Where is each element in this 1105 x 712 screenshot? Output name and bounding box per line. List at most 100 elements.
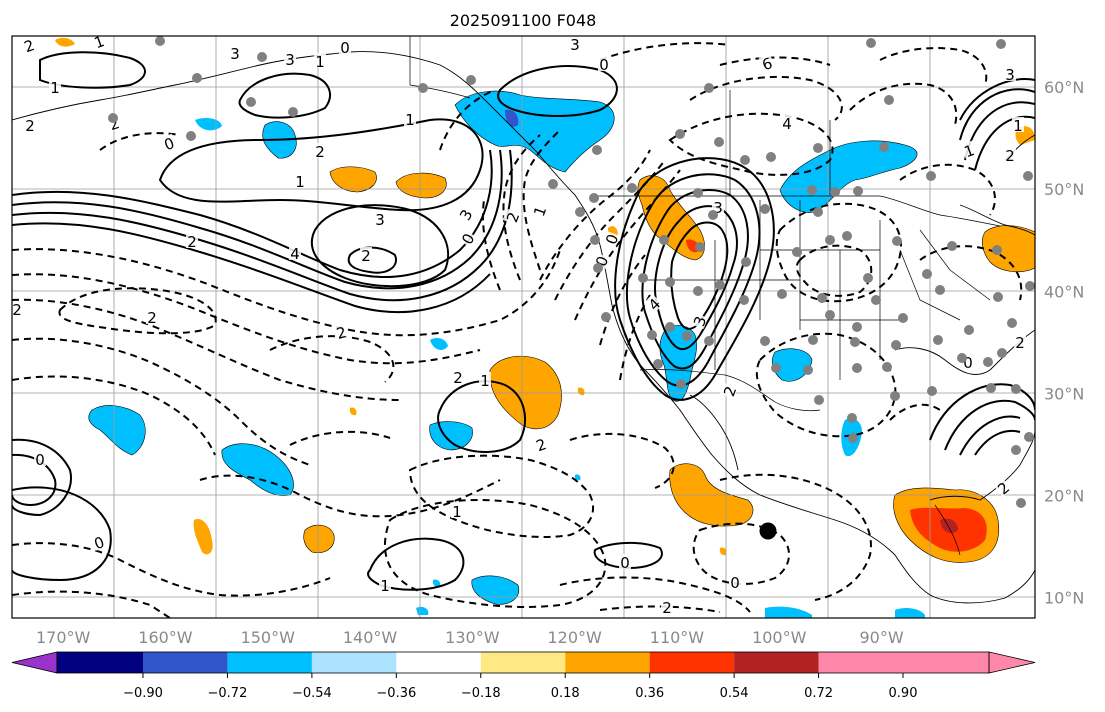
svg-text:2: 2 bbox=[1015, 334, 1025, 352]
longitude-label: 100°W bbox=[752, 628, 807, 647]
longitude-label: 120°W bbox=[547, 628, 602, 647]
longitude-label: 160°W bbox=[138, 628, 193, 647]
latitude-label: 10°N bbox=[1044, 589, 1084, 608]
colorbar-tick-label: −0.72 bbox=[208, 686, 248, 701]
latitude-label: 40°N bbox=[1044, 282, 1084, 301]
positive-shading bbox=[637, 175, 705, 261]
svg-text:2: 2 bbox=[187, 233, 197, 251]
contour-label: 2 bbox=[24, 117, 36, 135]
colorbar-tick-label: −0.90 bbox=[123, 686, 163, 701]
negative-shading bbox=[454, 90, 615, 173]
colorbar-segment bbox=[311, 652, 397, 673]
svg-text:2: 2 bbox=[315, 143, 325, 161]
colorbar-segment bbox=[480, 652, 566, 673]
contour-label: 0 bbox=[34, 451, 46, 469]
contour-label: 1 bbox=[294, 173, 306, 191]
negative-shading bbox=[765, 606, 812, 618]
contour-label: 3 bbox=[374, 211, 386, 229]
svg-text:0: 0 bbox=[35, 451, 45, 469]
contour-label: 1 bbox=[529, 202, 550, 220]
contour-label: 2 bbox=[1004, 147, 1016, 165]
colorbar-tick-label: 0.18 bbox=[551, 686, 580, 701]
svg-text:1: 1 bbox=[92, 32, 107, 52]
contour-label: 2 bbox=[20, 36, 38, 56]
svg-text:1: 1 bbox=[1013, 117, 1023, 135]
contour-label: 2 bbox=[1014, 334, 1026, 352]
colorbar-tick-label: 0.36 bbox=[635, 686, 664, 701]
colorbar bbox=[11, 651, 1036, 674]
latitude-label: 50°N bbox=[1044, 180, 1084, 199]
svg-text:1: 1 bbox=[480, 372, 490, 390]
colorbar-tick-label: 0.72 bbox=[804, 686, 833, 701]
positive-shading bbox=[489, 355, 562, 430]
contour-label: 3 bbox=[284, 51, 296, 69]
contour-label: 2 bbox=[186, 233, 198, 251]
negative-shading bbox=[574, 474, 581, 481]
svg-text:3: 3 bbox=[285, 51, 295, 69]
contour-label: 3 bbox=[1004, 66, 1016, 84]
colorbar-tick-label: −0.36 bbox=[376, 686, 416, 701]
colorbar-segment bbox=[734, 652, 819, 673]
svg-text:2: 2 bbox=[335, 323, 349, 343]
svg-text:2: 2 bbox=[25, 117, 35, 135]
colorbar-segment bbox=[818, 652, 903, 673]
colorbar-outline bbox=[56, 651, 990, 674]
colorbar-segment bbox=[57, 652, 143, 673]
contour-label: 2 bbox=[314, 143, 326, 161]
latitude-labels: 60°N 50°N 40°N 30°N 20°N 10°N bbox=[1044, 78, 1084, 608]
longitude-label: 110°W bbox=[650, 628, 705, 647]
negative-shading bbox=[416, 606, 429, 615]
political-boundaries bbox=[409, 36, 1001, 556]
latitude-label: 60°N bbox=[1044, 78, 1084, 97]
longitude-label: 140°W bbox=[343, 628, 398, 647]
svg-text:1: 1 bbox=[380, 577, 390, 595]
contour-label: 4 bbox=[781, 115, 793, 133]
svg-text:3: 3 bbox=[713, 199, 723, 217]
positive-shading bbox=[303, 524, 335, 553]
contour-label: 3 bbox=[712, 199, 724, 217]
colorbar-segment bbox=[649, 652, 735, 673]
svg-text:1: 1 bbox=[50, 79, 60, 97]
marker-dot bbox=[759, 522, 777, 540]
longitude-label: 150°W bbox=[241, 628, 296, 647]
contour-label: 0 bbox=[160, 133, 178, 154]
colorbar-tick-label: 0.90 bbox=[889, 686, 918, 701]
contour-label: 1 bbox=[1012, 117, 1024, 135]
negative-shading bbox=[432, 579, 441, 588]
contour-label: 2 bbox=[719, 382, 740, 400]
contour-label: 0 bbox=[90, 532, 108, 553]
svg-text:0: 0 bbox=[340, 39, 350, 57]
longitude-label: 130°W bbox=[445, 628, 500, 647]
svg-text:0: 0 bbox=[599, 56, 609, 74]
positive-shading bbox=[55, 37, 75, 47]
negative-shading bbox=[895, 607, 925, 618]
contour-label: 2 bbox=[502, 208, 523, 226]
positive-shading-stronger bbox=[940, 518, 958, 534]
svg-text:2: 2 bbox=[453, 369, 463, 387]
longitude-label: 170°W bbox=[36, 628, 91, 647]
colorbar-tick-label: −0.54 bbox=[292, 686, 332, 701]
colorbar-segment bbox=[396, 652, 481, 673]
contours-dashed bbox=[12, 42, 1023, 618]
latitude-label: 30°N bbox=[1044, 384, 1084, 403]
positive-shading bbox=[395, 172, 447, 199]
contour-label: 6 bbox=[758, 53, 776, 74]
map-frame bbox=[11, 35, 1036, 619]
contour-label: 1 bbox=[479, 372, 491, 390]
svg-text:1: 1 bbox=[405, 111, 415, 129]
contour-label: 0 bbox=[601, 230, 622, 248]
svg-text:1: 1 bbox=[295, 173, 305, 191]
colorbar-tick-label: 0.54 bbox=[720, 686, 749, 701]
contour-label: 2 bbox=[360, 247, 372, 265]
negative-shading bbox=[195, 118, 222, 131]
contour-label: 2 bbox=[661, 599, 673, 617]
latitude-label: 20°N bbox=[1044, 486, 1084, 505]
svg-text:4: 4 bbox=[290, 245, 300, 263]
contour-label: 0 bbox=[729, 574, 741, 592]
contour-label: 0 bbox=[339, 39, 351, 57]
colorbar-segment bbox=[227, 652, 312, 673]
contour-label: 2 bbox=[532, 434, 550, 455]
colorbar-extend-high bbox=[988, 651, 1036, 674]
